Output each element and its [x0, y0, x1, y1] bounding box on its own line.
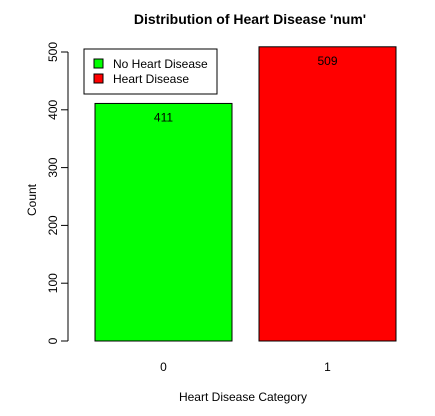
x-tick-label-1: 1 — [324, 360, 331, 374]
y-tick-label: 200 — [46, 215, 60, 235]
bar-0 — [94, 102, 233, 342]
bars: 411 509 — [94, 46, 397, 342]
y-tick-label: 0 — [46, 337, 60, 344]
data-label-1: 509 — [317, 54, 337, 68]
legend-label: No Heart Disease — [113, 57, 208, 71]
legend-label: Heart Disease — [113, 72, 189, 86]
bar-1 — [258, 46, 397, 342]
y-tick-label: 400 — [46, 99, 60, 119]
chart-title: Distribution of Heart Disease 'num' — [134, 11, 366, 27]
x-axis-label: Heart Disease Category — [179, 390, 307, 404]
y-axis: 0 100 200 300 400 500 — [46, 42, 69, 344]
y-tick-label: 100 — [46, 273, 60, 293]
legend-swatch — [93, 58, 104, 69]
y-axis-label: Count — [25, 183, 39, 216]
legend-box — [83, 48, 218, 95]
y-tick-label: 300 — [46, 157, 60, 177]
x-tick-label-0: 0 — [160, 360, 167, 374]
legend-swatch — [93, 73, 104, 84]
y-tick-label: 500 — [46, 42, 60, 62]
data-label-0: 411 — [154, 110, 173, 124]
